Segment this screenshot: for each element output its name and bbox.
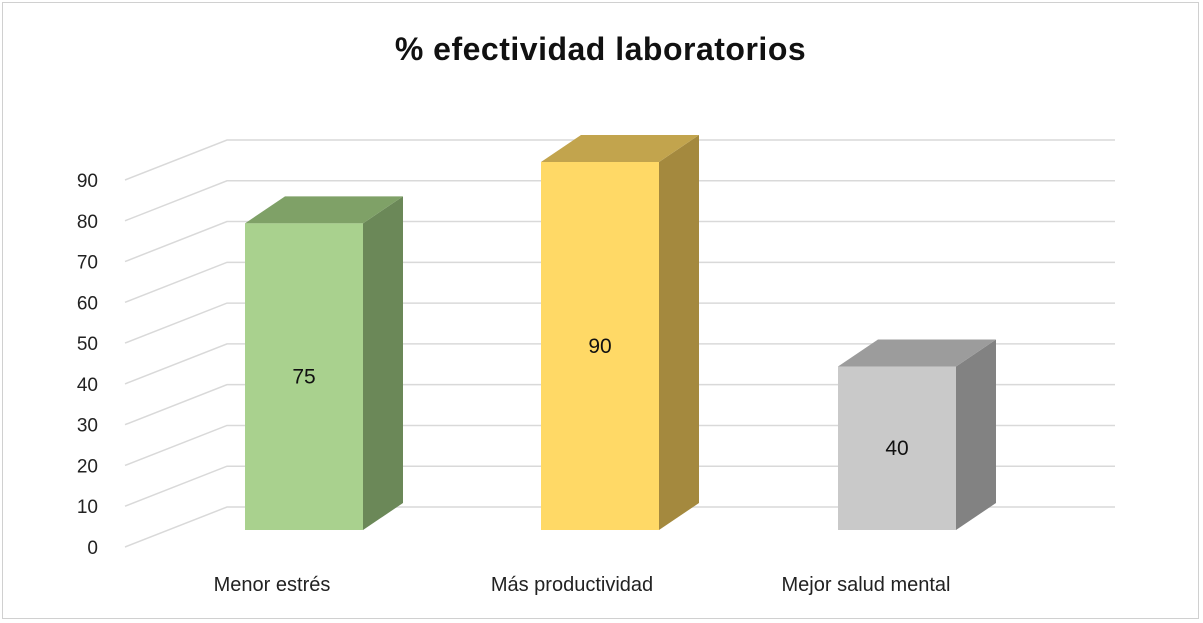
- bar-side: [363, 196, 403, 531]
- bar-data-label: 90: [588, 335, 611, 358]
- chart-title: % efectividad laboratorios: [394, 31, 807, 67]
- y-tick-label: 0: [87, 538, 98, 559]
- y-tick-label: 10: [77, 497, 98, 518]
- gridline: [124, 343, 1115, 385]
- x-category-label: Mejor salud mental: [782, 574, 951, 596]
- bar-top: [838, 339, 996, 367]
- y-tick-label: 60: [77, 293, 98, 314]
- gridline: [124, 383, 1115, 426]
- y-tick-label: 90: [77, 171, 98, 192]
- bar-side: [659, 135, 699, 530]
- gridline: [124, 302, 1115, 344]
- bar: 40: [838, 339, 996, 530]
- gridlines: [124, 139, 1115, 548]
- gridline: [124, 424, 1115, 467]
- x-axis-categories: Menor estrés Más productividad Mejor salud…: [214, 574, 951, 596]
- gridline: [124, 261, 1115, 304]
- bar-top: [245, 196, 403, 224]
- y-tick-label: 20: [77, 456, 98, 477]
- bar: 75: [245, 196, 403, 531]
- gridline: [124, 506, 1115, 548]
- y-tick-label: 50: [77, 334, 98, 355]
- bar-data-label: 40: [885, 437, 908, 460]
- gridline: [124, 220, 1115, 263]
- y-axis-ticks: 0 10 20 30 40 50 60 70 80 90: [77, 171, 98, 559]
- x-category-label: Más productividad: [491, 574, 653, 596]
- x-category-label: Menor estrés: [214, 574, 331, 596]
- bar-front: [245, 223, 363, 531]
- y-tick-label: 70: [77, 253, 98, 274]
- gridline: [124, 465, 1115, 507]
- y-tick-label: 80: [77, 212, 98, 233]
- y-tick-label: 40: [77, 375, 98, 396]
- y-tick-label: 30: [77, 416, 98, 437]
- gridline: [124, 139, 1115, 181]
- gridline: [124, 180, 1115, 222]
- bar-front: [838, 366, 956, 530]
- bar: 90: [541, 135, 699, 530]
- bar-data-label: 75: [292, 366, 315, 389]
- bars: 75 90 40: [245, 135, 996, 531]
- bar-front: [541, 162, 659, 530]
- bar-side: [956, 339, 996, 530]
- bar-top: [541, 135, 699, 162]
